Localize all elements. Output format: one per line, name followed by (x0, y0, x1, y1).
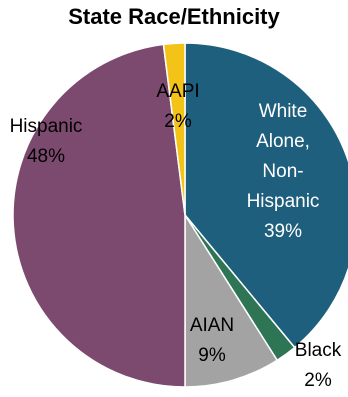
slice-label-hispanic: Hispanic 48% (10, 116, 83, 167)
slice-label-white-alone-non-hispanic: White Alone, Non-Hispanic 39% (247, 101, 320, 242)
pie-slice-hispanic (12, 43, 186, 388)
slice-label-aapi: AAPI 2% (156, 81, 199, 132)
pie-labels: White Alone, Non-Hispanic 39% Black 2% AIAN 9% H… (10, 81, 342, 391)
chart-title: State Race/Ethnicity (68, 4, 280, 29)
pie-slice-aian (184, 212, 279, 388)
slice-label-black: Black 2% (295, 340, 342, 391)
slice-label-aian: AIAN 9% (190, 315, 234, 366)
pie-slice-aapi (162, 42, 186, 216)
pie-slice-white-alone-non-hispanic (184, 42, 348, 349)
pie-slices (12, 42, 348, 388)
